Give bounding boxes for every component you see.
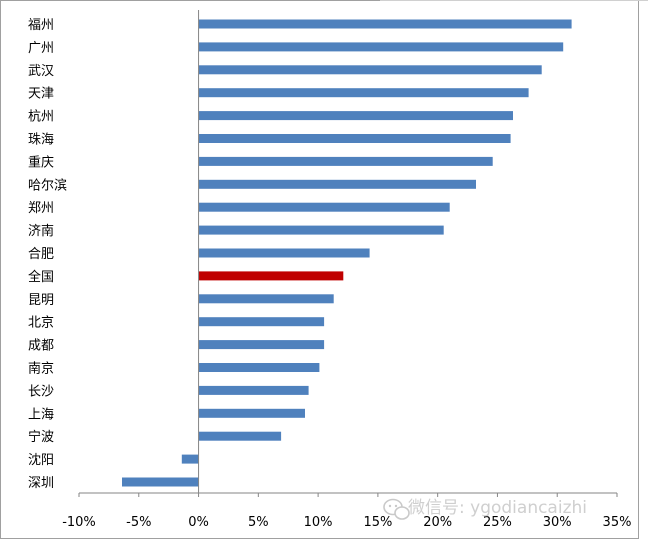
category-label: 重庆: [28, 154, 54, 170]
category-label: 珠海: [28, 133, 54, 148]
bar-16: [198, 363, 320, 372]
bar-5: [198, 111, 513, 121]
x-tick-label: 35%: [603, 515, 632, 530]
bars: [122, 19, 572, 487]
x-tick-label: 10%: [304, 515, 333, 530]
category-label: 杭州: [28, 110, 54, 125]
category-label: 成都: [28, 339, 54, 354]
chart-frame-border: [0, 0, 639, 539]
bar-18: [198, 408, 305, 418]
category-label: 济南: [28, 223, 54, 239]
category-label: 长沙: [28, 384, 54, 399]
bar-8: [198, 179, 476, 189]
x-tick-label: 15%: [363, 515, 392, 530]
bar-4: [198, 88, 529, 98]
category-label: 沈阳: [28, 453, 54, 468]
category-label: 合肥: [28, 247, 54, 262]
category-label: 昆明: [28, 293, 54, 308]
x-tick-label: 25%: [483, 515, 512, 530]
category-label: 广州: [28, 41, 54, 56]
x-tick-label: -5%: [126, 515, 151, 530]
category-label: 哈尔滨: [28, 177, 67, 193]
category-label: 郑州: [28, 201, 54, 216]
bar-17: [198, 385, 309, 395]
category-label: 福州: [28, 18, 54, 33]
category-label: 北京: [28, 316, 54, 331]
x-tick-label: 0%: [188, 515, 209, 530]
category-label: 宁波: [28, 429, 54, 445]
bar-1: [198, 19, 572, 29]
watermark: 微信号: ygodiancaizhi: [383, 498, 587, 520]
bar-9: [198, 202, 450, 212]
category-label: 全国: [28, 269, 54, 285]
category-labels: 福州广州武汉天津杭州珠海重庆哈尔滨郑州济南合肥全国昆明北京成都南京长沙上海宁波沈…: [28, 18, 67, 491]
category-label: 武汉: [28, 64, 54, 79]
wechat-icon: [383, 498, 410, 520]
bar-20: [181, 454, 199, 464]
bar-11: [198, 248, 370, 258]
bar-2: [198, 42, 564, 52]
bar-15: [198, 340, 325, 350]
bar-19: [198, 431, 282, 441]
bar-3: [198, 65, 542, 75]
x-tick-label: 30%: [543, 515, 572, 530]
watermark-text: 微信号: ygodiancaizhi: [408, 498, 587, 518]
category-label: 上海: [28, 407, 54, 422]
bar-6: [198, 134, 511, 143]
category-label: 天津: [28, 87, 54, 102]
category-label: 南京: [28, 361, 54, 377]
bar-7: [198, 156, 493, 166]
bar-21: [122, 477, 199, 487]
bar-14: [198, 317, 325, 327]
category-label: 深圳: [28, 476, 54, 491]
x-tick-label: -10%: [62, 515, 96, 530]
x-tick-label: 20%: [423, 515, 452, 530]
axes: [79, 10, 617, 494]
bar-12: [198, 271, 344, 281]
bar-13: [198, 294, 334, 304]
bar-10: [198, 225, 444, 235]
x-tick-labels: -10% -5% 0% 5% 10% 15% 20% 25% 30% 35%: [62, 493, 631, 530]
x-tick-label: 5%: [248, 515, 269, 530]
